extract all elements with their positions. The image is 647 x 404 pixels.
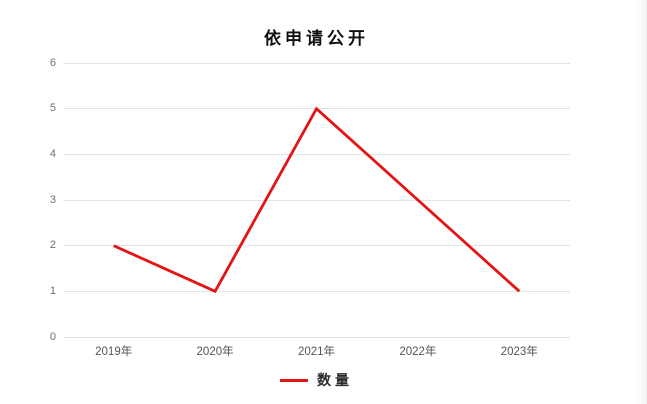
x-tick-label: 2020年 [196,346,234,358]
x-tick-label: 2023年 [500,346,538,358]
legend-series-label: 数量 [317,373,353,389]
gridline [63,62,570,64]
gridline [63,199,570,201]
y-tick-label: 0 [49,330,56,343]
series-plot-svg [113,106,521,294]
chart-title: 依申请公开 [264,29,369,49]
y-tick-label: 6 [49,56,56,69]
window-edge-shade [637,0,647,404]
y-tick-label: 5 [49,102,56,115]
plot-area: 0 1 2 3 4 5 6 2019年 2020年 2021年 2022年 2023年 [50,57,570,358]
legend: 数量 [63,370,570,390]
legend-line-marker [280,378,308,382]
gridline [63,245,570,247]
gridline [63,290,570,292]
series-line [113,106,521,294]
gridline [63,153,570,155]
gridline [63,336,570,338]
x-tick-label: 2022年 [399,346,437,358]
y-tick-label: 4 [49,147,56,160]
y-tick-label: 1 [49,284,56,297]
x-tick-label: 2019年 [95,346,133,358]
x-tick-label: 2021年 [297,346,336,358]
y-tick-label: 2 [49,239,56,252]
y-tick-label: 3 [49,193,56,206]
